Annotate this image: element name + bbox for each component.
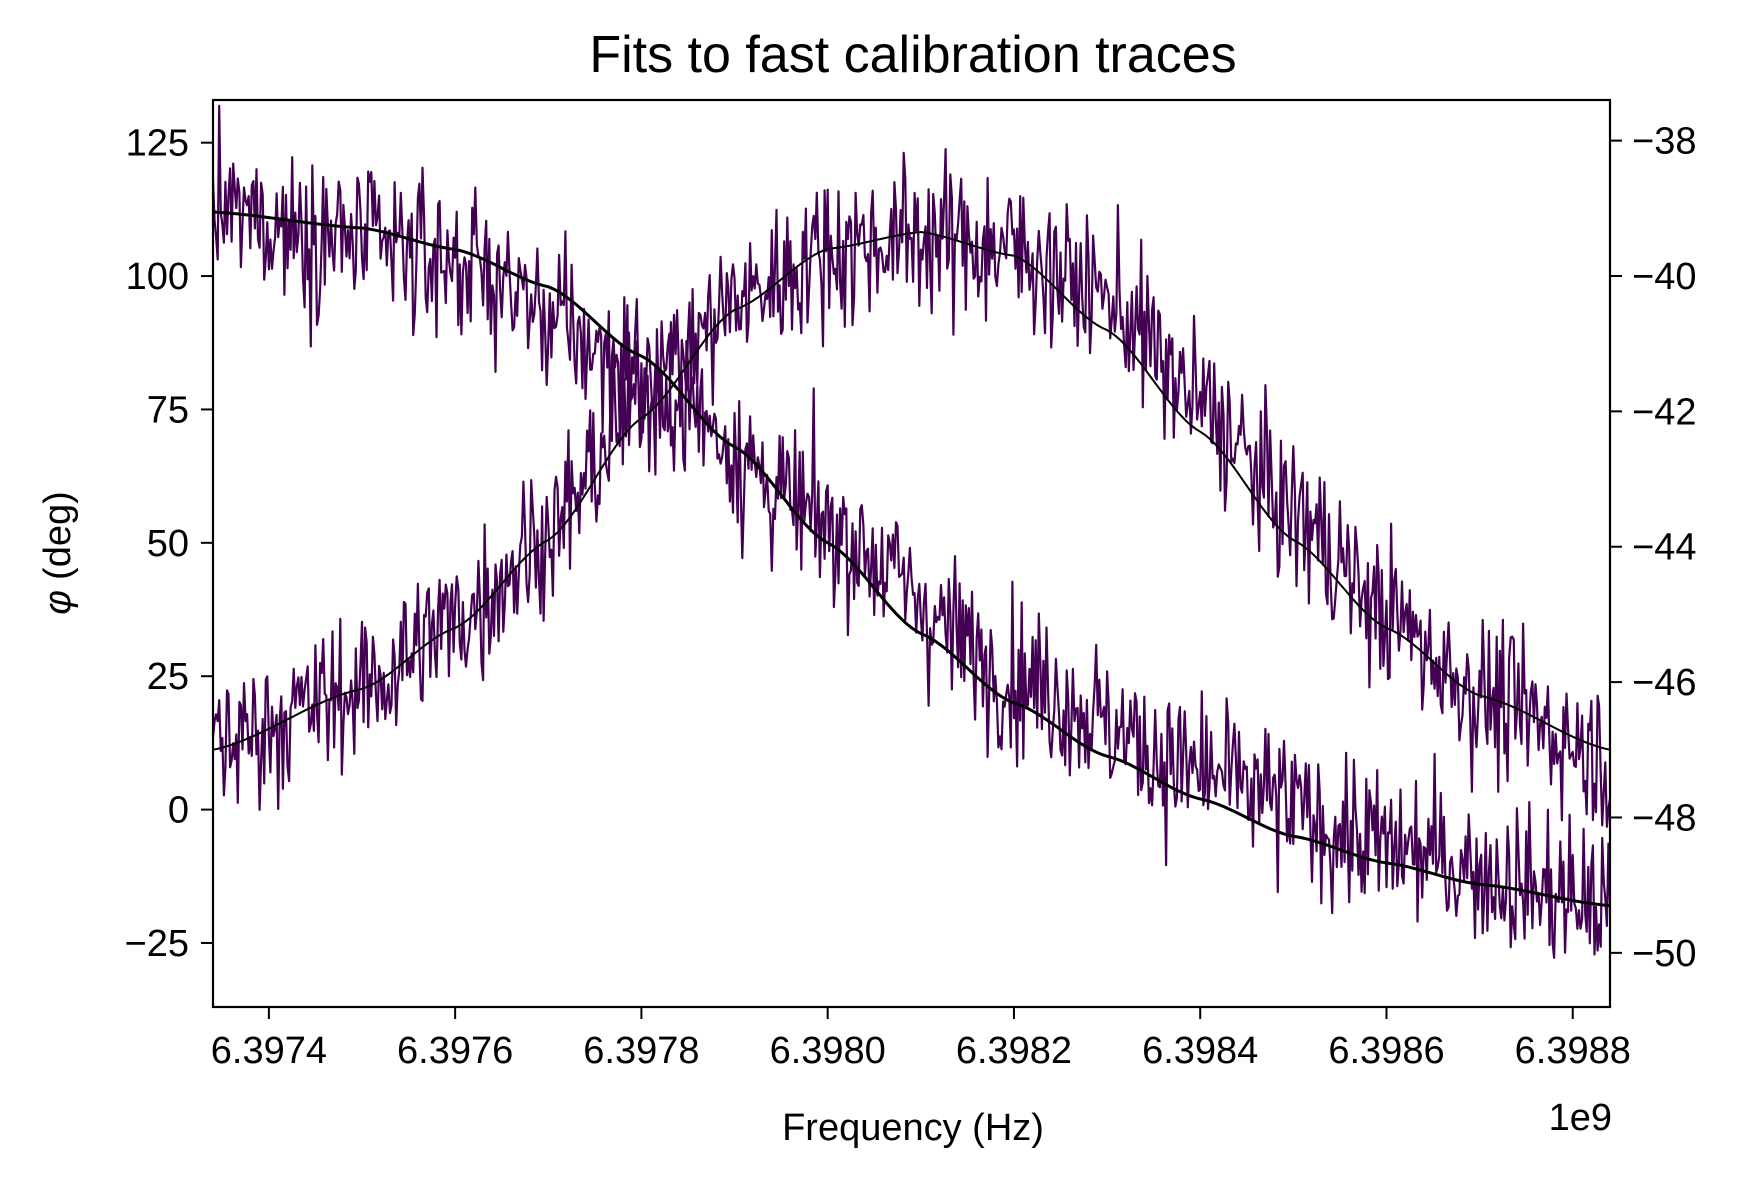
x-tick-label: 6.3976 [397,1030,513,1072]
y-left-tick-label: 50 [147,523,189,565]
y-right-tick-label: −44 [1632,527,1696,569]
y-axis-label-symbol: φ [37,590,79,615]
y-right-tick-label: −40 [1632,256,1696,298]
x-axis-label: Frequency (Hz) [782,1107,1044,1149]
magnitude-fit-line [213,231,1610,751]
x-tick-label: 6.3978 [583,1030,699,1072]
y-axis-label: φ (deg) [37,491,79,615]
x-axis-offset-label: 1e9 [1549,1097,1612,1139]
phase-fit-line [213,210,1610,908]
y-right-tick-label: −46 [1632,662,1696,704]
y-left-tick-label: 125 [126,123,189,165]
right-y-axis-ticks: −50 −48 −46 −44 −42 −40 −38 [1610,121,1696,975]
magnitude-data-line [213,148,1610,828]
x-tick-label: 6.3980 [770,1030,886,1072]
y-right-tick-label: −48 [1632,797,1696,839]
x-tick-label: 6.3974 [211,1030,327,1072]
x-tick-label: 6.3982 [956,1030,1072,1072]
plot-lines [213,104,1610,959]
chart-title: Fits to fast calibration traces [589,26,1236,84]
y-left-tick-label: 0 [168,790,189,832]
phase-data-line [213,104,1610,959]
y-right-tick-label: −42 [1632,391,1696,433]
y-left-tick-label: 75 [147,389,189,431]
y-axis-label-unit: (deg) [37,491,79,580]
x-tick-label: 6.3984 [1142,1030,1258,1072]
y-left-tick-label: −25 [125,923,189,965]
y-left-tick-label: 25 [147,656,189,698]
y-right-tick-label: −38 [1632,121,1696,163]
x-tick-label: 6.3988 [1515,1030,1631,1072]
plot-frame [211,98,1612,1009]
y-left-tick-label: 100 [126,256,189,298]
x-tick-label: 6.3986 [1328,1030,1444,1072]
y-right-tick-label: −50 [1632,933,1696,975]
x-axis-ticks: 6.3974 6.3976 6.3978 6.3980 6.3982 6.3984 6.39… [211,1007,1631,1072]
left-y-axis-ticks: −25 0 25 50 75 100 125 [125,123,213,965]
